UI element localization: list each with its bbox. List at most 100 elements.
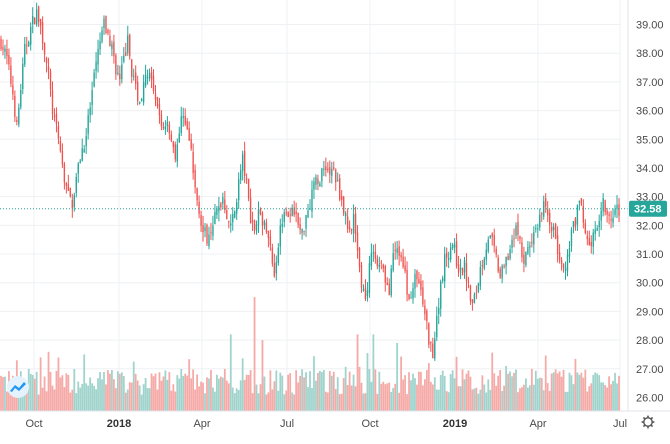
candle-body (493, 235, 495, 247)
tradingview-logo[interactable] (7, 376, 29, 398)
volume-bar (362, 393, 365, 411)
volume-bar (214, 391, 216, 411)
candle-body (4, 48, 6, 52)
candle-body (487, 239, 489, 252)
volume-bar (463, 379, 466, 411)
volume-bar (271, 389, 274, 411)
candle-body (497, 257, 499, 272)
volume-bar (388, 382, 391, 411)
candle-body (39, 18, 42, 26)
volume-bar (261, 340, 264, 411)
volume-bar (317, 372, 319, 411)
candle-body (91, 90, 93, 105)
candle-body (459, 267, 462, 271)
volume-bar (550, 373, 553, 411)
volume-bar (523, 384, 525, 411)
volume-bar (178, 378, 181, 411)
candle-body (93, 72, 95, 87)
candle-body (477, 283, 480, 292)
candle-body (535, 228, 537, 230)
volume-bar (402, 379, 404, 411)
price-tick-label: 30.00 (636, 278, 664, 290)
candle-body (533, 232, 535, 245)
volume-bar (483, 384, 486, 411)
volume-bar (455, 356, 458, 411)
candle-body (245, 178, 248, 180)
candle-body (414, 273, 416, 289)
candle-body (315, 176, 317, 185)
candle-body (208, 234, 210, 247)
candle-body (372, 252, 375, 254)
volume-bar (188, 359, 191, 411)
candle-body (531, 242, 533, 244)
candle-body (53, 115, 56, 118)
volume-bar (320, 372, 323, 411)
volume-bar (330, 375, 333, 411)
candle-body (428, 323, 430, 345)
time-axis[interactable]: Oct 2018 Apr Jul Oct 2019 Apr Jul (25, 418, 627, 430)
price-tick-label: 39.00 (636, 20, 664, 32)
candle-body (285, 212, 287, 214)
volume-bar (406, 394, 408, 411)
volume-bar (449, 374, 452, 411)
volume-bar (233, 393, 236, 411)
candle-body (323, 168, 325, 170)
candle-body (602, 197, 604, 212)
candle-body (358, 247, 361, 267)
candle-body (144, 74, 147, 86)
candle-body (79, 160, 81, 163)
candle-body (509, 249, 511, 259)
candle-body (562, 263, 565, 268)
candle-body (190, 139, 192, 149)
candle-body (412, 288, 414, 299)
candle-body (352, 214, 355, 234)
candle-body (150, 71, 153, 80)
volume-bar (168, 372, 171, 411)
candle-body (424, 305, 426, 315)
volume-bar (277, 390, 280, 411)
candle-body (382, 264, 384, 269)
volume-bar (532, 384, 535, 411)
candle-body (45, 57, 48, 64)
candle-body (206, 224, 208, 244)
price-tick-label: 35.00 (636, 134, 664, 146)
volume-bar (184, 373, 187, 411)
volume-bar (33, 378, 36, 411)
volume-bar (227, 383, 230, 411)
volume-bar (588, 386, 591, 411)
volume-bar (572, 384, 575, 411)
volume-bar (602, 382, 605, 411)
candle-body (327, 168, 329, 171)
candle-body (154, 93, 157, 100)
candle-body (113, 41, 115, 57)
candle-body (198, 201, 200, 215)
volume-bar (491, 352, 494, 411)
candle-body (134, 72, 137, 84)
volume-bar (356, 334, 359, 411)
volume-bar (113, 379, 115, 411)
candle-body (606, 210, 608, 215)
candle-body (529, 245, 531, 248)
price-axis[interactable]: 26.00 27.00 28.00 29.00 30.00 31.00 32.00 33.00… (636, 20, 664, 405)
time-tick-label: 2019 (443, 418, 467, 430)
candle-body (297, 213, 299, 225)
volume-bar (194, 389, 197, 411)
volume-bar (576, 372, 579, 411)
settings-gear-icon[interactable] (641, 415, 655, 429)
volume-bar (75, 393, 78, 411)
volume-bar (109, 373, 111, 411)
candle-body (442, 278, 444, 281)
candle-body (447, 258, 450, 260)
candle-body (192, 152, 194, 174)
volume-bar (445, 391, 448, 411)
volume-bar (204, 393, 206, 411)
candle-body (69, 187, 72, 197)
volume-bar (259, 384, 262, 411)
candle-body (255, 224, 258, 232)
volume-bar (55, 370, 58, 411)
volume-bar (416, 384, 418, 411)
volume-bar (285, 390, 288, 411)
volume-bar (489, 389, 492, 411)
